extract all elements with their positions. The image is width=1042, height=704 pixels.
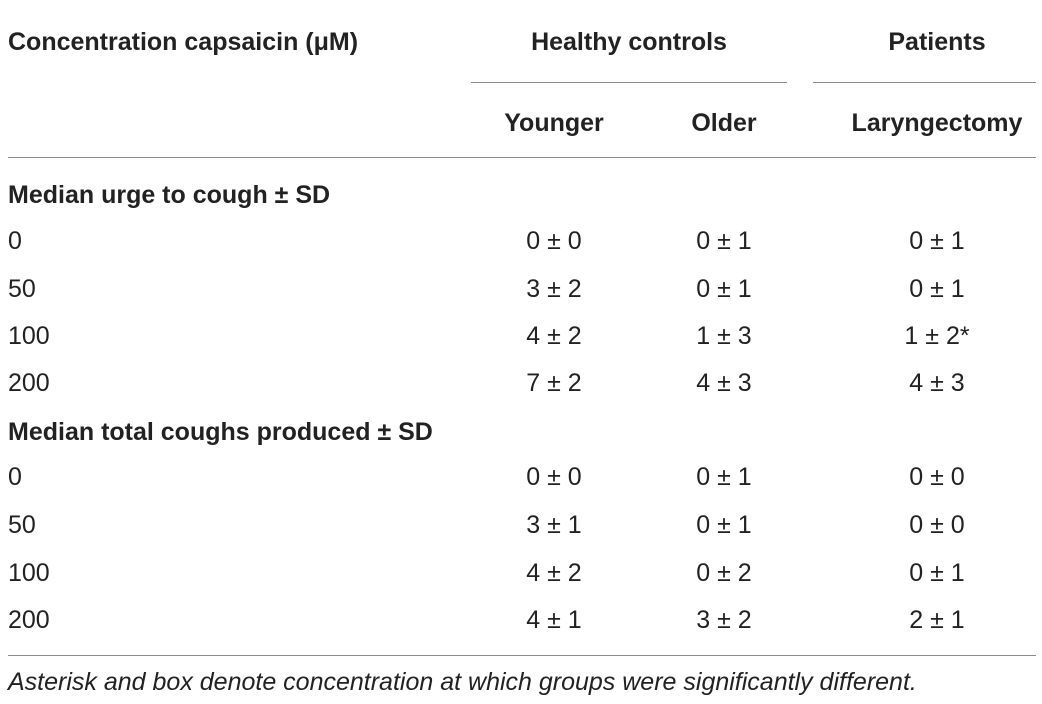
cell-older: 0 ± 1 bbox=[696, 275, 752, 303]
header-concentration: Concentration capsaicin (μM) bbox=[8, 28, 359, 56]
row-concentration: 100 bbox=[8, 559, 50, 587]
row-concentration: 0 bbox=[8, 227, 22, 255]
cell-laryngectomy: 0 ± 0 bbox=[909, 463, 965, 491]
cell-younger: 0 ± 0 bbox=[526, 463, 582, 491]
table-footnote: Asterisk and box denote concentration at… bbox=[8, 668, 917, 696]
patients-group-rule bbox=[813, 82, 1036, 83]
row-concentration: 200 bbox=[8, 606, 50, 634]
section-title-coughs: Median total coughs produced ± SD bbox=[8, 418, 433, 446]
header-healthy-controls: Healthy controls bbox=[531, 28, 727, 56]
header-younger: Younger bbox=[504, 109, 604, 137]
row-concentration: 200 bbox=[8, 369, 50, 397]
cell-younger: 4 ± 1 bbox=[526, 606, 582, 634]
section-title-urge: Median urge to cough ± SD bbox=[8, 181, 331, 209]
cell-laryngectomy: 2 ± 1 bbox=[909, 606, 965, 634]
cell-laryngectomy: 4 ± 3 bbox=[909, 369, 965, 397]
header-bottom-rule bbox=[8, 157, 1036, 158]
cell-laryngectomy: 0 ± 1 bbox=[909, 275, 965, 303]
cell-older: 1 ± 3 bbox=[696, 322, 752, 350]
header-laryngectomy: Laryngectomy bbox=[851, 109, 1023, 137]
cell-younger: 0 ± 0 bbox=[526, 227, 582, 255]
header-older: Older bbox=[691, 109, 757, 137]
cell-older: 0 ± 2 bbox=[696, 559, 752, 587]
row-concentration: 0 bbox=[8, 463, 22, 491]
cell-younger: 3 ± 2 bbox=[526, 275, 582, 303]
cell-younger: 4 ± 2 bbox=[526, 322, 582, 350]
cell-laryngectomy: 1 ± 2* bbox=[904, 322, 970, 350]
cell-younger: 7 ± 2 bbox=[526, 369, 582, 397]
cell-older: 0 ± 1 bbox=[696, 463, 752, 491]
controls-group-rule bbox=[471, 82, 787, 83]
cell-younger: 3 ± 1 bbox=[526, 511, 582, 539]
row-concentration: 50 bbox=[8, 511, 36, 539]
cell-younger: 4 ± 2 bbox=[526, 559, 582, 587]
row-concentration: 50 bbox=[8, 275, 36, 303]
row-concentration: 100 bbox=[8, 322, 50, 350]
cell-older: 3 ± 2 bbox=[696, 606, 752, 634]
cell-older: 4 ± 3 bbox=[696, 369, 752, 397]
cell-laryngectomy: 0 ± 1 bbox=[909, 559, 965, 587]
table-bottom-rule bbox=[8, 655, 1036, 656]
cell-older: 0 ± 1 bbox=[696, 511, 752, 539]
cell-laryngectomy: 0 ± 0 bbox=[909, 511, 965, 539]
cell-laryngectomy: 0 ± 1 bbox=[909, 227, 965, 255]
cell-older: 0 ± 1 bbox=[696, 227, 752, 255]
header-patients: Patients bbox=[888, 28, 986, 56]
